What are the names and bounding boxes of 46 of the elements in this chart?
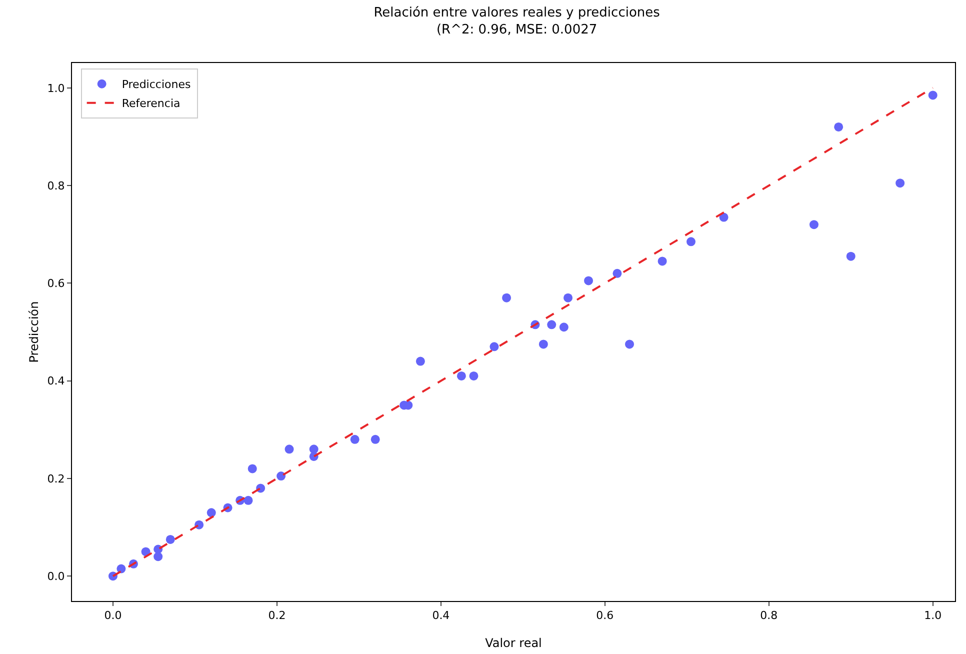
point bbox=[166, 534, 175, 544]
chart-title: Relación entre valores reales y predicciones (R^2: 0.96, MSE: 0.0027 bbox=[374, 5, 660, 38]
point bbox=[686, 237, 696, 246]
point bbox=[564, 293, 573, 302]
x-tick-label: 0.2 bbox=[268, 609, 286, 622]
point bbox=[502, 293, 512, 302]
point bbox=[846, 252, 856, 261]
point bbox=[547, 320, 556, 330]
point bbox=[206, 508, 216, 518]
point bbox=[370, 434, 380, 444]
y-tick-label: 1.0 bbox=[47, 82, 65, 95]
point bbox=[559, 322, 568, 332]
x-tick-label: 0.4 bbox=[432, 609, 450, 622]
point bbox=[154, 552, 163, 562]
legend-label: Predicciones bbox=[122, 78, 191, 92]
point bbox=[834, 122, 844, 132]
y-tick-label: 0.6 bbox=[47, 277, 65, 290]
point bbox=[625, 340, 634, 349]
point bbox=[584, 276, 594, 286]
point bbox=[658, 256, 667, 266]
point bbox=[276, 472, 286, 481]
y-tick-label: 0.2 bbox=[47, 472, 65, 486]
point bbox=[612, 268, 622, 278]
point bbox=[248, 464, 257, 474]
point bbox=[456, 371, 466, 380]
point bbox=[896, 178, 905, 188]
point bbox=[284, 444, 294, 454]
x-tick-label: 0.6 bbox=[596, 609, 614, 622]
point bbox=[350, 434, 360, 444]
x-tick-label: 1.0 bbox=[924, 609, 942, 622]
point bbox=[809, 220, 818, 230]
legend-label: Referencia bbox=[122, 97, 180, 110]
y-tick-label: 0.0 bbox=[47, 570, 65, 583]
point bbox=[416, 356, 425, 366]
x-axis-title: Valor real bbox=[485, 636, 542, 650]
x-tick-label: 0.0 bbox=[104, 609, 122, 622]
y-tick-label: 0.8 bbox=[47, 179, 65, 192]
point bbox=[116, 564, 126, 574]
point bbox=[928, 90, 938, 100]
x-tick-label: 0.8 bbox=[760, 609, 778, 622]
point bbox=[490, 342, 499, 352]
point bbox=[538, 340, 548, 349]
y-axis-title: Predicción bbox=[27, 301, 41, 363]
point bbox=[244, 496, 253, 505]
y-tick-label: 0.4 bbox=[47, 374, 65, 388]
point bbox=[469, 371, 478, 380]
